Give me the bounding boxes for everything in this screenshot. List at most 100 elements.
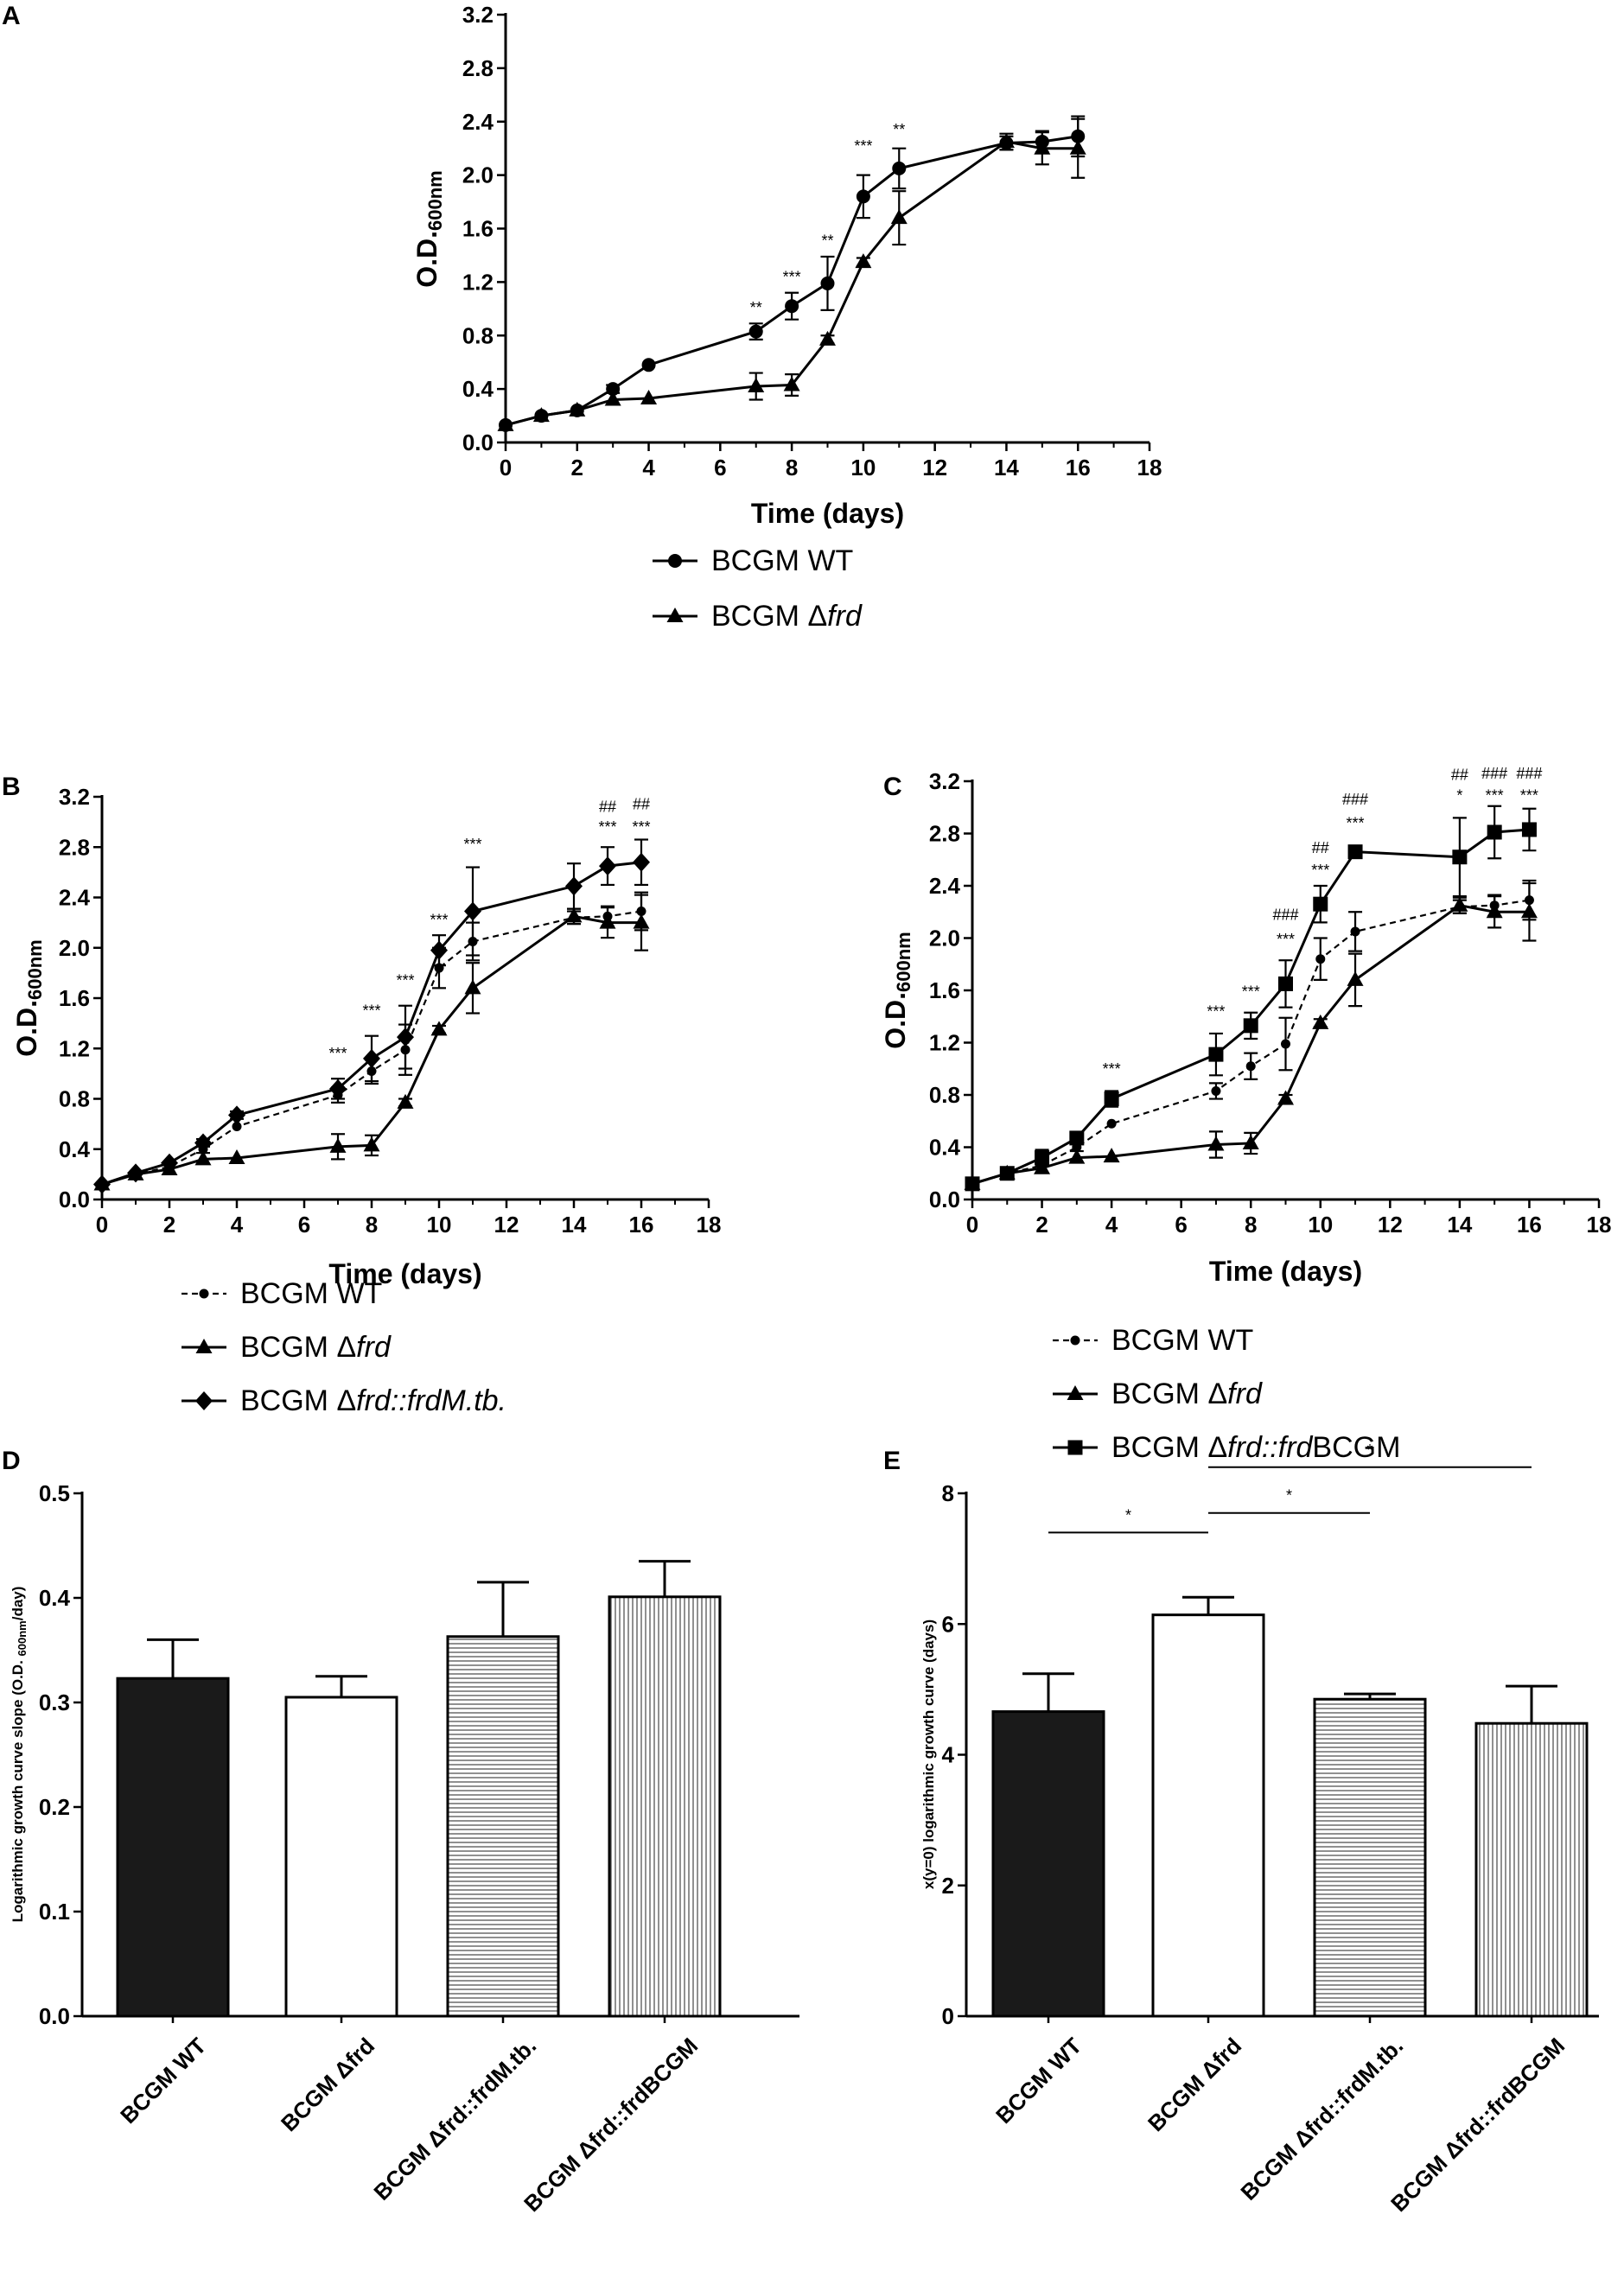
panel-b-x-tick-label: 6 <box>298 1212 310 1238</box>
panel-e-significance-mark: * <box>1366 1441 1372 1459</box>
panel-b-data-point <box>633 852 650 872</box>
panel-b-x-tick-label: 10 <box>427 1212 452 1238</box>
panel-b-data-point <box>599 856 616 876</box>
panel-a-legend-label: BCGM Δfrd <box>711 600 863 633</box>
panel-e-y-axis-title: x(y=0) logarithmic growth curve (days) <box>920 1619 937 1889</box>
panel-c-x-tick-label: 12 <box>1378 1212 1403 1238</box>
panel-b-letter: B <box>2 773 21 801</box>
panel-b-legend-label: BCGM Δfrd <box>240 1331 392 1364</box>
panel-c-x-tick-label: 4 <box>1105 1212 1118 1238</box>
panel-c-y-tick-label: 2.8 <box>929 821 960 847</box>
panel-c-data-point <box>1350 926 1360 937</box>
panel-c-data-point <box>1245 1061 1256 1072</box>
panel-c-data-point <box>1315 954 1326 964</box>
panel-c-significance-mark: * <box>1456 787 1462 805</box>
panel-a-x-tick-label: 16 <box>1066 455 1091 480</box>
panel-a-data-point <box>569 401 586 417</box>
panel-b-significance-mark: *** <box>328 1045 347 1062</box>
panel-c-y-tick-label: 1.6 <box>929 977 960 1003</box>
panel-a-x-axis-title: Time (days) <box>751 498 904 529</box>
panel-a-data-point <box>890 209 908 225</box>
panel-c-y-tick-label: 0.8 <box>929 1082 960 1108</box>
panel-a-y-tick-label: 0.8 <box>462 322 494 348</box>
panel-a-x-tick-label: 4 <box>642 455 655 480</box>
panel-e-xintercept-bar-chart: E 0 2 4 6 8 x(y=0) logarithmic growth curve (d… <box>883 1441 1599 2217</box>
panel-c-legend-entry: BCGM Δfrd::frdBCGM <box>1053 1431 1400 1464</box>
panel-a-x-tick-label: 10 <box>850 455 876 480</box>
panel-b-data-point <box>363 1048 380 1068</box>
panel-b-series-2 <box>93 838 650 1194</box>
panel-a-data-point <box>1034 139 1051 155</box>
panel-c-x-axis-title: Time (days) <box>1209 1256 1362 1287</box>
panel-a-significance-mark: ** <box>750 299 762 316</box>
panel-c-significance-mark: *** <box>1207 1002 1225 1020</box>
panel-b-y-tick-label: 2.0 <box>59 935 90 961</box>
panel-a-y-tick-label: 0.0 <box>462 430 494 455</box>
panel-c-significance-mark: *** <box>1103 1060 1121 1078</box>
panel-c-data-point <box>1207 1136 1225 1151</box>
panel-c-legend-entry: BCGM WT <box>1053 1324 1253 1357</box>
panel-a-series-1 <box>497 118 1086 431</box>
panel-c-data-point <box>1281 1039 1290 1049</box>
panel-c-significance-mark: *** <box>1347 814 1365 831</box>
panel-b-legend-entry: BCGM Δfrd::frdM.tb. <box>182 1384 506 1417</box>
panel-d-y-tick-label: 0.0 <box>39 2003 70 2029</box>
panel-b-x-tick-label: 18 <box>697 1212 722 1238</box>
panel-c-x-tick-label: 0 <box>966 1212 978 1238</box>
panel-c-data-point <box>999 1166 1015 1181</box>
panel-a-data-point <box>856 189 870 204</box>
panel-a-legend-entry: BCGM WT <box>653 544 853 577</box>
panel-c-data-point <box>1313 896 1328 912</box>
panel-a-y-tick-label: 3.2 <box>462 2 494 28</box>
panel-b-data-point <box>228 1105 245 1125</box>
panel-c-significance-mark: ## <box>1312 839 1329 856</box>
panel-d-category-label: BCGM Δfrd::frdM.tb. <box>368 2033 541 2205</box>
panel-c-data-point <box>1521 822 1537 837</box>
panel-a-x-tick-label: 12 <box>922 455 947 480</box>
panel-a-data-point <box>785 299 799 314</box>
panel-c-data-point <box>1451 896 1468 912</box>
panel-c-legend-marker <box>1067 1385 1084 1400</box>
panel-a-significance-mark: *** <box>854 137 872 155</box>
panel-a-data-point <box>748 378 765 393</box>
panel-b-significance-mark: ## <box>599 798 616 815</box>
panel-c-x-tick-label: 14 <box>1447 1212 1472 1238</box>
panel-e-category-label: BCGM WT <box>990 2033 1086 2128</box>
panel-c-data-point <box>965 1176 980 1192</box>
panel-b-significance-mark: *** <box>632 818 650 836</box>
panel-a-x-tick-label: 14 <box>994 455 1019 480</box>
panel-a-x-tick-label: 8 <box>786 455 798 480</box>
panel-c-legend-entry: BCGM Δfrd <box>1053 1378 1263 1410</box>
panel-c-data-point <box>1035 1150 1050 1166</box>
panel-c-legend-marker <box>1070 1335 1080 1346</box>
panel-b-data-point <box>329 1137 347 1153</box>
panel-c-y-tick-label: 2.0 <box>929 926 960 951</box>
panel-a-significance-mark: *** <box>783 268 801 285</box>
panel-c-x-tick-label: 18 <box>1587 1212 1612 1238</box>
panel-e-category-label: BCGM Δfrd::frdBCGM <box>1385 2033 1570 2217</box>
panel-b-y-tick-label: 2.4 <box>59 885 91 911</box>
panel-c-data-point <box>1106 1118 1117 1129</box>
panel-d-slope-bar-chart: D 0.0 0.1 0.2 0.3 0.4 0.5 Logarithmic growth cu… <box>2 1447 799 2217</box>
panel-e-y-tick-label: 8 <box>942 1480 954 1506</box>
panel-c-significance-mark: *** <box>1486 787 1504 805</box>
panel-c-x-tick-label: 8 <box>1245 1212 1257 1238</box>
panel-a-data-point <box>640 389 658 404</box>
panel-a-legend-marker <box>666 608 684 622</box>
panel-e-letter: E <box>883 1447 901 1475</box>
panel-a-growth-curve: A 0.0 0.4 0.8 1.2 1.6 2.0 2.4 2.8 3.2 0 2 4 6 8 10 12 14 1… <box>2 2 1162 633</box>
panel-c-significance-mark: ### <box>1272 906 1298 923</box>
panel-a-y-tick-label: 2.8 <box>462 55 494 81</box>
panel-a-y-tick-label: 0.4 <box>462 376 494 402</box>
panel-e-bar <box>1151 1613 1265 2018</box>
panel-c-growth-curve: C 0.0 0.4 0.8 1.2 1.6 2.0 2.4 2.8 3.2 0 2 4 6 8 10 12 14 1… <box>880 765 1611 1464</box>
panel-b-y-axis-title: O.D.600nm <box>11 939 46 1057</box>
panel-c-significance-mark: *** <box>1242 983 1260 1001</box>
panel-e-bar <box>1474 1721 1589 2018</box>
panel-b-x-tick-label: 16 <box>629 1212 654 1238</box>
panel-b-legend-marker <box>195 1391 213 1410</box>
panel-c-data-point <box>1104 1091 1119 1107</box>
panel-c-data-point <box>1069 1130 1085 1146</box>
panel-c-y-tick-label: 2.4 <box>929 873 961 899</box>
panel-c-significance-mark: *** <box>1520 787 1538 805</box>
